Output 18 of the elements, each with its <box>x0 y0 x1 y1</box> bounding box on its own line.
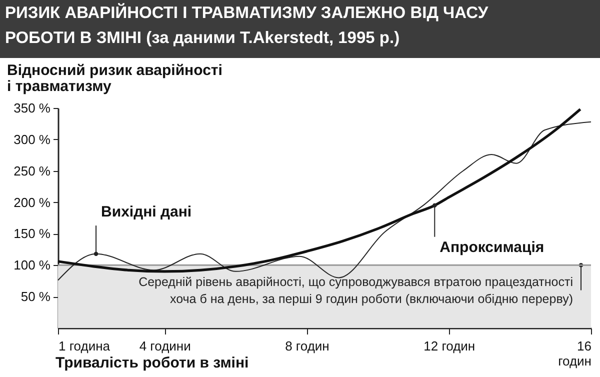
x-tick-label: 12 годин <box>424 338 476 354</box>
y-tick-label: 300 % <box>14 132 51 147</box>
legend-label: Апроксимація <box>440 238 544 256</box>
y-tick-label: 50 % <box>20 289 51 304</box>
band-label: Середній рівень аварійності, що супроводжувався втратою працездатності хоча б на день, за перші 9 годин роботи (включаючи обідню перерву) <box>138 275 573 306</box>
chart-title: РИЗИК АВАРІЙНОСТІ І ТРАВМАТИЗМУ ЗАЛЕЖНО ВІД ЧАСУ РОБОТИ В ЗМІНІ (за даними T.Akerstedt, 1995 р.) <box>5 3 489 47</box>
y-tick-label: 100 % <box>14 258 51 273</box>
x-tick-label: 16 годин <box>558 338 592 368</box>
y-tick-label: 350 % <box>14 100 51 116</box>
x-tick-label: 8 годин <box>285 338 330 354</box>
y-tick-label: 200 % <box>14 194 51 210</box>
y-axis-title: Відносний ризик аварійності і травматизму <box>7 62 222 95</box>
x-tick-label: 1 година <box>58 338 111 354</box>
y-tick-label: 250 % <box>14 163 51 178</box>
x-axis-title: Тривалість роботи в зміні <box>56 354 249 372</box>
y-tick-label: 150 % <box>14 226 51 242</box>
x-tick-label: 4 години <box>139 338 191 354</box>
text: Вихідні дані <box>101 204 192 221</box>
